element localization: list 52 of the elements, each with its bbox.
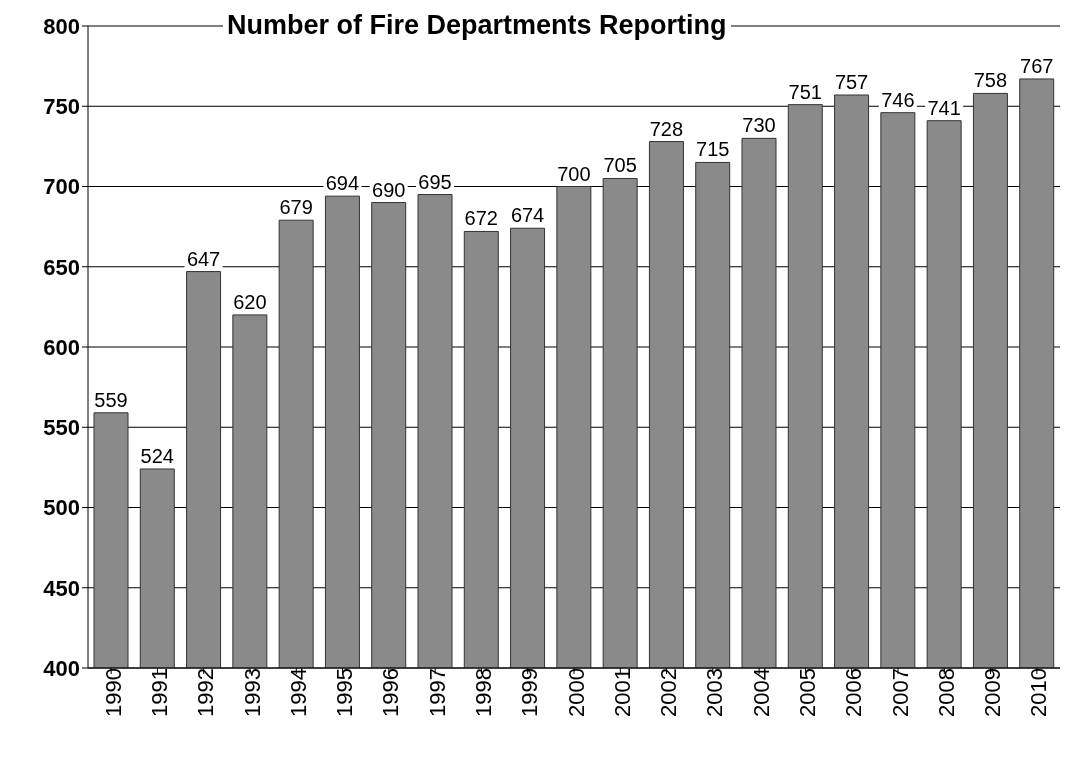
data-label: 746 — [881, 88, 915, 111]
y-tick-label: 550 — [43, 415, 80, 441]
data-label: 674 — [510, 204, 545, 227]
x-tick-label: 1999 — [517, 668, 543, 717]
x-tick-label: 2001 — [609, 668, 635, 717]
x-tick-label: 1993 — [239, 668, 265, 717]
data-label: 730 — [742, 114, 776, 137]
chart-title: Number of Fire Departments Reporting — [223, 10, 731, 41]
x-tick-label: 1992 — [193, 668, 219, 717]
x-tick-label: 1991 — [147, 668, 173, 717]
data-label: 647 — [186, 247, 221, 270]
x-tick-label: 2002 — [656, 668, 682, 717]
x-tick-label: 1998 — [471, 668, 497, 717]
x-tick-label: 1990 — [100, 668, 126, 717]
data-label: 758 — [973, 69, 1008, 92]
y-tick-label: 400 — [43, 655, 80, 681]
x-tick-label: 2003 — [702, 668, 728, 717]
x-tick-label: 2000 — [563, 668, 589, 717]
x-tick-label: 1997 — [424, 668, 450, 717]
data-label: 767 — [1020, 54, 1054, 77]
x-tick-label: 2009 — [980, 668, 1006, 717]
data-label: 679 — [279, 196, 313, 219]
data-label: 757 — [834, 71, 869, 94]
data-label: 751 — [788, 80, 822, 103]
data-label: 695 — [418, 170, 452, 193]
data-label: 559 — [94, 388, 128, 411]
y-tick-label: 450 — [43, 575, 80, 601]
data-label: 728 — [649, 117, 684, 140]
data-label: 620 — [233, 290, 267, 313]
x-tick-label: 2004 — [748, 668, 774, 717]
x-tick-label: 2010 — [1026, 668, 1052, 717]
x-tick-label: 2007 — [887, 668, 913, 717]
x-tick-label: 2006 — [841, 668, 867, 717]
x-tick-label: 2008 — [933, 668, 959, 717]
y-tick-label: 700 — [43, 174, 80, 200]
y-tick-label: 800 — [43, 13, 80, 39]
y-tick-label: 500 — [43, 495, 80, 521]
data-label: 741 — [927, 96, 961, 119]
data-label: 715 — [696, 138, 730, 161]
x-tick-label: 2005 — [795, 668, 821, 717]
data-label: 524 — [140, 444, 174, 467]
data-label: 672 — [464, 207, 498, 230]
x-tick-label: 1994 — [285, 668, 311, 717]
data-label: 690 — [372, 178, 406, 201]
x-tick-label: 1995 — [332, 668, 358, 717]
y-tick-label: 600 — [43, 334, 80, 360]
data-label: 694 — [325, 172, 360, 195]
x-tick-label: 1996 — [378, 668, 404, 717]
y-tick-label: 650 — [43, 254, 80, 280]
data-label: 700 — [557, 162, 591, 185]
data-label: 705 — [603, 154, 637, 177]
y-tick-label: 750 — [43, 94, 80, 120]
